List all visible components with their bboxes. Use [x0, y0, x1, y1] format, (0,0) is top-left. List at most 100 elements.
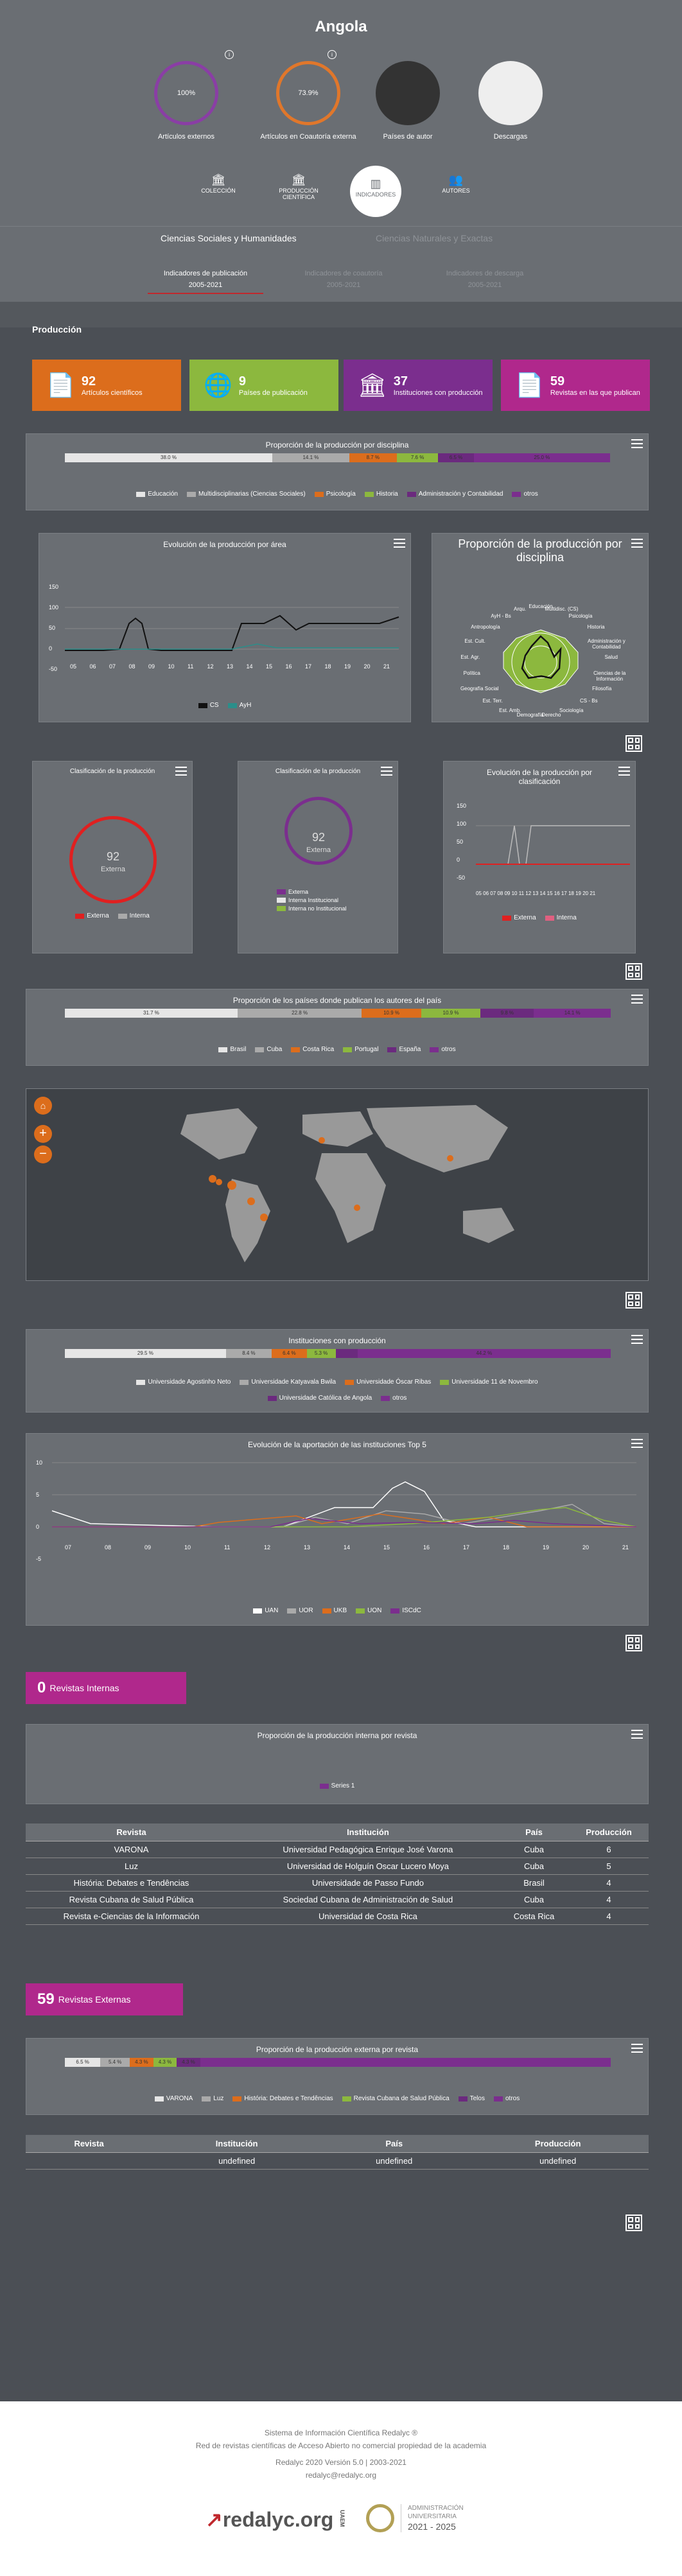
menu-icon[interactable] [618, 767, 630, 776]
grid-icon[interactable] [625, 2215, 642, 2231]
legend-item[interactable]: História: Debates e Tendências [232, 2095, 333, 2102]
legend-item[interactable]: Administración y Contabilidad [407, 491, 503, 498]
legend-item[interactable]: AyH [227, 702, 251, 709]
legend-item[interactable]: Universidade Agostinho Neto [136, 1379, 231, 1386]
tab-ciencias-sociales[interactable]: Ciencias Sociales y Humanidades [161, 233, 297, 243]
menu-icon[interactable] [381, 767, 392, 776]
legend-item[interactable]: Externa [502, 914, 536, 921]
menu-icon[interactable] [631, 1439, 643, 1448]
legend-item[interactable]: UOR [287, 1607, 313, 1614]
subtab-0[interactable]: Indicadores de publicación 2005-2021 [148, 270, 263, 294]
legend-item[interactable]: Interna [118, 912, 150, 919]
legend-item[interactable]: Externa [277, 889, 347, 895]
legend-item[interactable]: Costa Rica [291, 1046, 334, 1053]
menu-icon[interactable] [631, 1335, 643, 1344]
legend-item[interactable]: Luz [202, 2095, 223, 2102]
column-header[interactable]: Institución [236, 1823, 499, 1841]
stat-card-1[interactable]: 🌐 9 Países de publicación [189, 360, 338, 411]
legend-item[interactable]: Portugal [343, 1046, 378, 1053]
legend-item[interactable]: CS [198, 702, 219, 709]
nav-indicadores[interactable]: ▥ INDICADORES [350, 166, 401, 217]
legend-item[interactable]: Universidade 11 de Novembro [440, 1379, 538, 1386]
info-icon[interactable]: i [328, 50, 337, 59]
menu-icon[interactable] [631, 1730, 643, 1739]
table-row[interactable]: História: Debates e Tendências Universida… [26, 1874, 649, 1892]
legend-item[interactable]: Educación [136, 491, 178, 498]
menu-icon[interactable] [394, 539, 405, 548]
legend-item[interactable]: ISCdC [390, 1607, 421, 1614]
legend-item[interactable]: Telos [458, 2095, 485, 2102]
legend-item[interactable]: Universidade Católica de Angola [267, 1395, 372, 1402]
home-button[interactable]: ⌂ [34, 1097, 52, 1115]
legend-label: UAN [265, 1607, 279, 1614]
column-header[interactable]: País [321, 2135, 468, 2153]
nav-label: PRODUCCIÓN CIENTÍFICA [279, 187, 319, 200]
legend-item[interactable]: otros [430, 1046, 456, 1053]
column-header[interactable]: Revista [26, 1823, 237, 1841]
legend-item[interactable]: España [387, 1046, 421, 1053]
stat-card-3[interactable]: 📄 59 Revistas en las que publican [501, 360, 650, 411]
stat-card-0[interactable]: 📄 92 Artículos científicos [32, 360, 181, 411]
axis-tick: 11 [188, 663, 193, 670]
subtab-2[interactable]: Indicadores de descarga 2005-2021 [427, 270, 543, 289]
legend-item[interactable]: Revista Cubana de Salud Pública [342, 2095, 450, 2102]
nav-colección[interactable]: 🏛 COLECCIÓN [186, 173, 250, 194]
table-row[interactable]: Revista e-Ciencias de la Información Univ… [26, 1908, 649, 1925]
nav-autores[interactable]: 👥 AUTORES [424, 173, 488, 194]
legend-item[interactable]: Interna no Institucional [277, 905, 347, 912]
legend-item[interactable]: otros [512, 491, 538, 498]
legend-item[interactable]: Psicología [314, 491, 356, 498]
axis-tick: 17 [305, 663, 311, 670]
legend-item[interactable]: Universidade Katyavala Bwila [240, 1379, 336, 1386]
legend-item[interactable]: Interna Institucional [277, 897, 347, 903]
table-row[interactable]: Revista Cubana de Salud Pública Sociedad … [26, 1891, 649, 1908]
nav-label: AUTORES [442, 187, 470, 194]
legend-item[interactable]: Historia [364, 491, 398, 498]
legend-item[interactable]: otros [381, 1395, 407, 1402]
legend-item[interactable]: Externa [75, 912, 109, 919]
column-header[interactable]: País [498, 1823, 570, 1841]
nav-producción-científica[interactable]: 🏛 PRODUCCIÓN CIENTÍFICA [267, 173, 331, 200]
legend-item[interactable]: Interna [545, 914, 577, 921]
column-header[interactable]: Producción [569, 1823, 649, 1841]
legend-item[interactable]: Multidisciplinarias (Ciencias Sociales) [186, 491, 306, 498]
axis-tick: 21 [383, 663, 390, 670]
zoom-in-button[interactable]: + [34, 1125, 52, 1143]
menu-icon[interactable] [175, 767, 187, 776]
legend-item[interactable]: Universidade Óscar Ribas [345, 1379, 431, 1386]
zoom-out-button[interactable]: − [34, 1145, 52, 1163]
menu-icon[interactable] [631, 995, 643, 1004]
redalyc-logo[interactable]: ↗redalyc.org UAEM [205, 2508, 346, 2531]
grid-icon[interactable] [625, 1292, 642, 1309]
column-header[interactable]: Producción [467, 2135, 649, 2153]
tab-ciencias-naturales[interactable]: Ciencias Naturales y Exactas [376, 233, 493, 243]
badge-number: 59 [37, 1990, 55, 2008]
stat-card-2[interactable]: 🏛 37 Instituciones con producción [344, 360, 493, 411]
column-header[interactable]: Institución [152, 2135, 322, 2153]
legend-item[interactable]: UKB [322, 1607, 347, 1614]
legend-item[interactable]: UAN [253, 1607, 278, 1614]
table-cell: Revista e-Ciencias de la Información [26, 1908, 237, 1925]
legend-item[interactable]: UON [356, 1607, 381, 1614]
column-header[interactable]: Revista [26, 2135, 153, 2153]
menu-icon[interactable] [631, 439, 643, 448]
grid-icon[interactable] [625, 963, 642, 980]
bar-segment: 22.8 % [237, 1009, 362, 1018]
table-row[interactable]: undefined undefined undefined [26, 2152, 649, 2170]
legend-item[interactable]: VARONA [154, 2095, 193, 2102]
footer-email[interactable]: redalyc@redalyc.org [305, 2471, 377, 2480]
legend-label: Universidade Católica de Angola [279, 1395, 372, 1402]
info-icon[interactable]: i [225, 50, 234, 59]
radar-label: Política [463, 670, 480, 676]
table-row[interactable]: VARONA Universidad Pedagógica Enrique Jos… [26, 1841, 649, 1858]
menu-icon[interactable] [631, 539, 643, 548]
subtab-1[interactable]: Indicadores de coautoría 2005-2021 [286, 270, 401, 289]
table-row[interactable]: Luz Universidad de Holguín Oscar Lucero M… [26, 1858, 649, 1875]
menu-icon[interactable] [631, 2044, 643, 2053]
grid-icon[interactable] [625, 1635, 642, 1651]
legend-item[interactable]: Cuba [255, 1046, 282, 1053]
grid-icon[interactable] [625, 735, 642, 752]
legend-item[interactable]: otros [493, 2095, 520, 2102]
radar-plot [503, 629, 579, 693]
legend-item[interactable]: Brasil [218, 1046, 246, 1053]
